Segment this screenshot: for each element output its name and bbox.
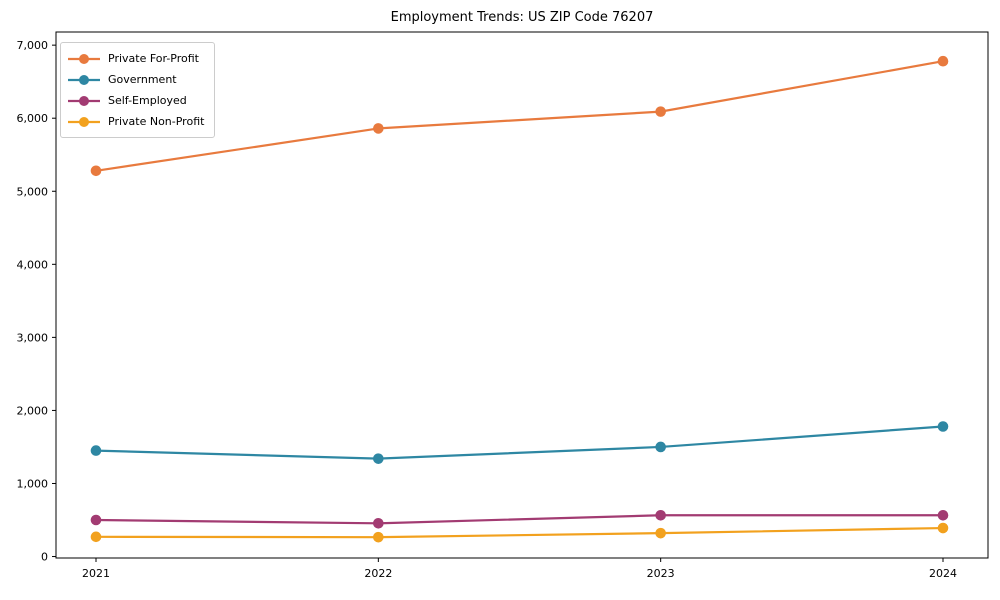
series-marker [937,509,949,521]
legend-entry: Private Non-Profit [68,111,204,132]
x-tick-label: 2023 [647,567,675,580]
y-tick-label: 1,000 [17,477,49,490]
y-tick-label: 4,000 [17,258,49,271]
series-marker [90,531,102,543]
x-tick-label: 2022 [364,567,392,580]
series-marker [655,527,666,539]
chart-title: Employment Trends: US ZIP Code 76207 [390,10,654,25]
legend-marker-icon [68,116,100,127]
series-marker [937,421,949,432]
legend: Private For-Profit Government Self-Employe… [60,42,216,138]
legend-entry: Self-Employed [68,90,204,111]
series-line [95,425,944,460]
y-tick-label: 3,000 [17,331,49,344]
series-marker [937,55,949,67]
legend-label: Private For-Profit [108,52,199,65]
series-marker [373,531,384,543]
y-tick-label: 7,000 [17,39,49,52]
series-marker [90,514,102,526]
legend-label: Private Non-Profit [108,115,205,128]
legend-marker-icon [68,74,100,85]
legend-entry: Private For-Profit [68,48,204,69]
series-marker [655,509,666,521]
legend-marker-icon [68,95,100,106]
series-marker [373,453,384,464]
y-tick-label: 2,000 [17,404,49,417]
series-marker [937,522,949,534]
plot-frame [55,31,989,559]
series-marker [655,441,666,453]
legend-label: Government [108,73,177,86]
series-marker [90,165,102,177]
y-tick-label: 5,000 [17,185,49,198]
legend-entry: Government [68,69,204,90]
series-line [95,526,944,539]
series-marker [90,445,102,456]
x-tick-label: 2024 [929,567,957,580]
y-tick-label: 6,000 [17,112,49,125]
series-marker [655,106,666,117]
y-tick-label: 0 [41,551,48,564]
series-line [95,514,943,525]
x-tick-label: 2021 [82,567,110,580]
series-marker [373,517,384,529]
series-marker [373,123,384,134]
series-line [95,60,944,172]
legend-marker-icon [68,53,100,64]
legend-label: Self-Employed [108,94,187,107]
